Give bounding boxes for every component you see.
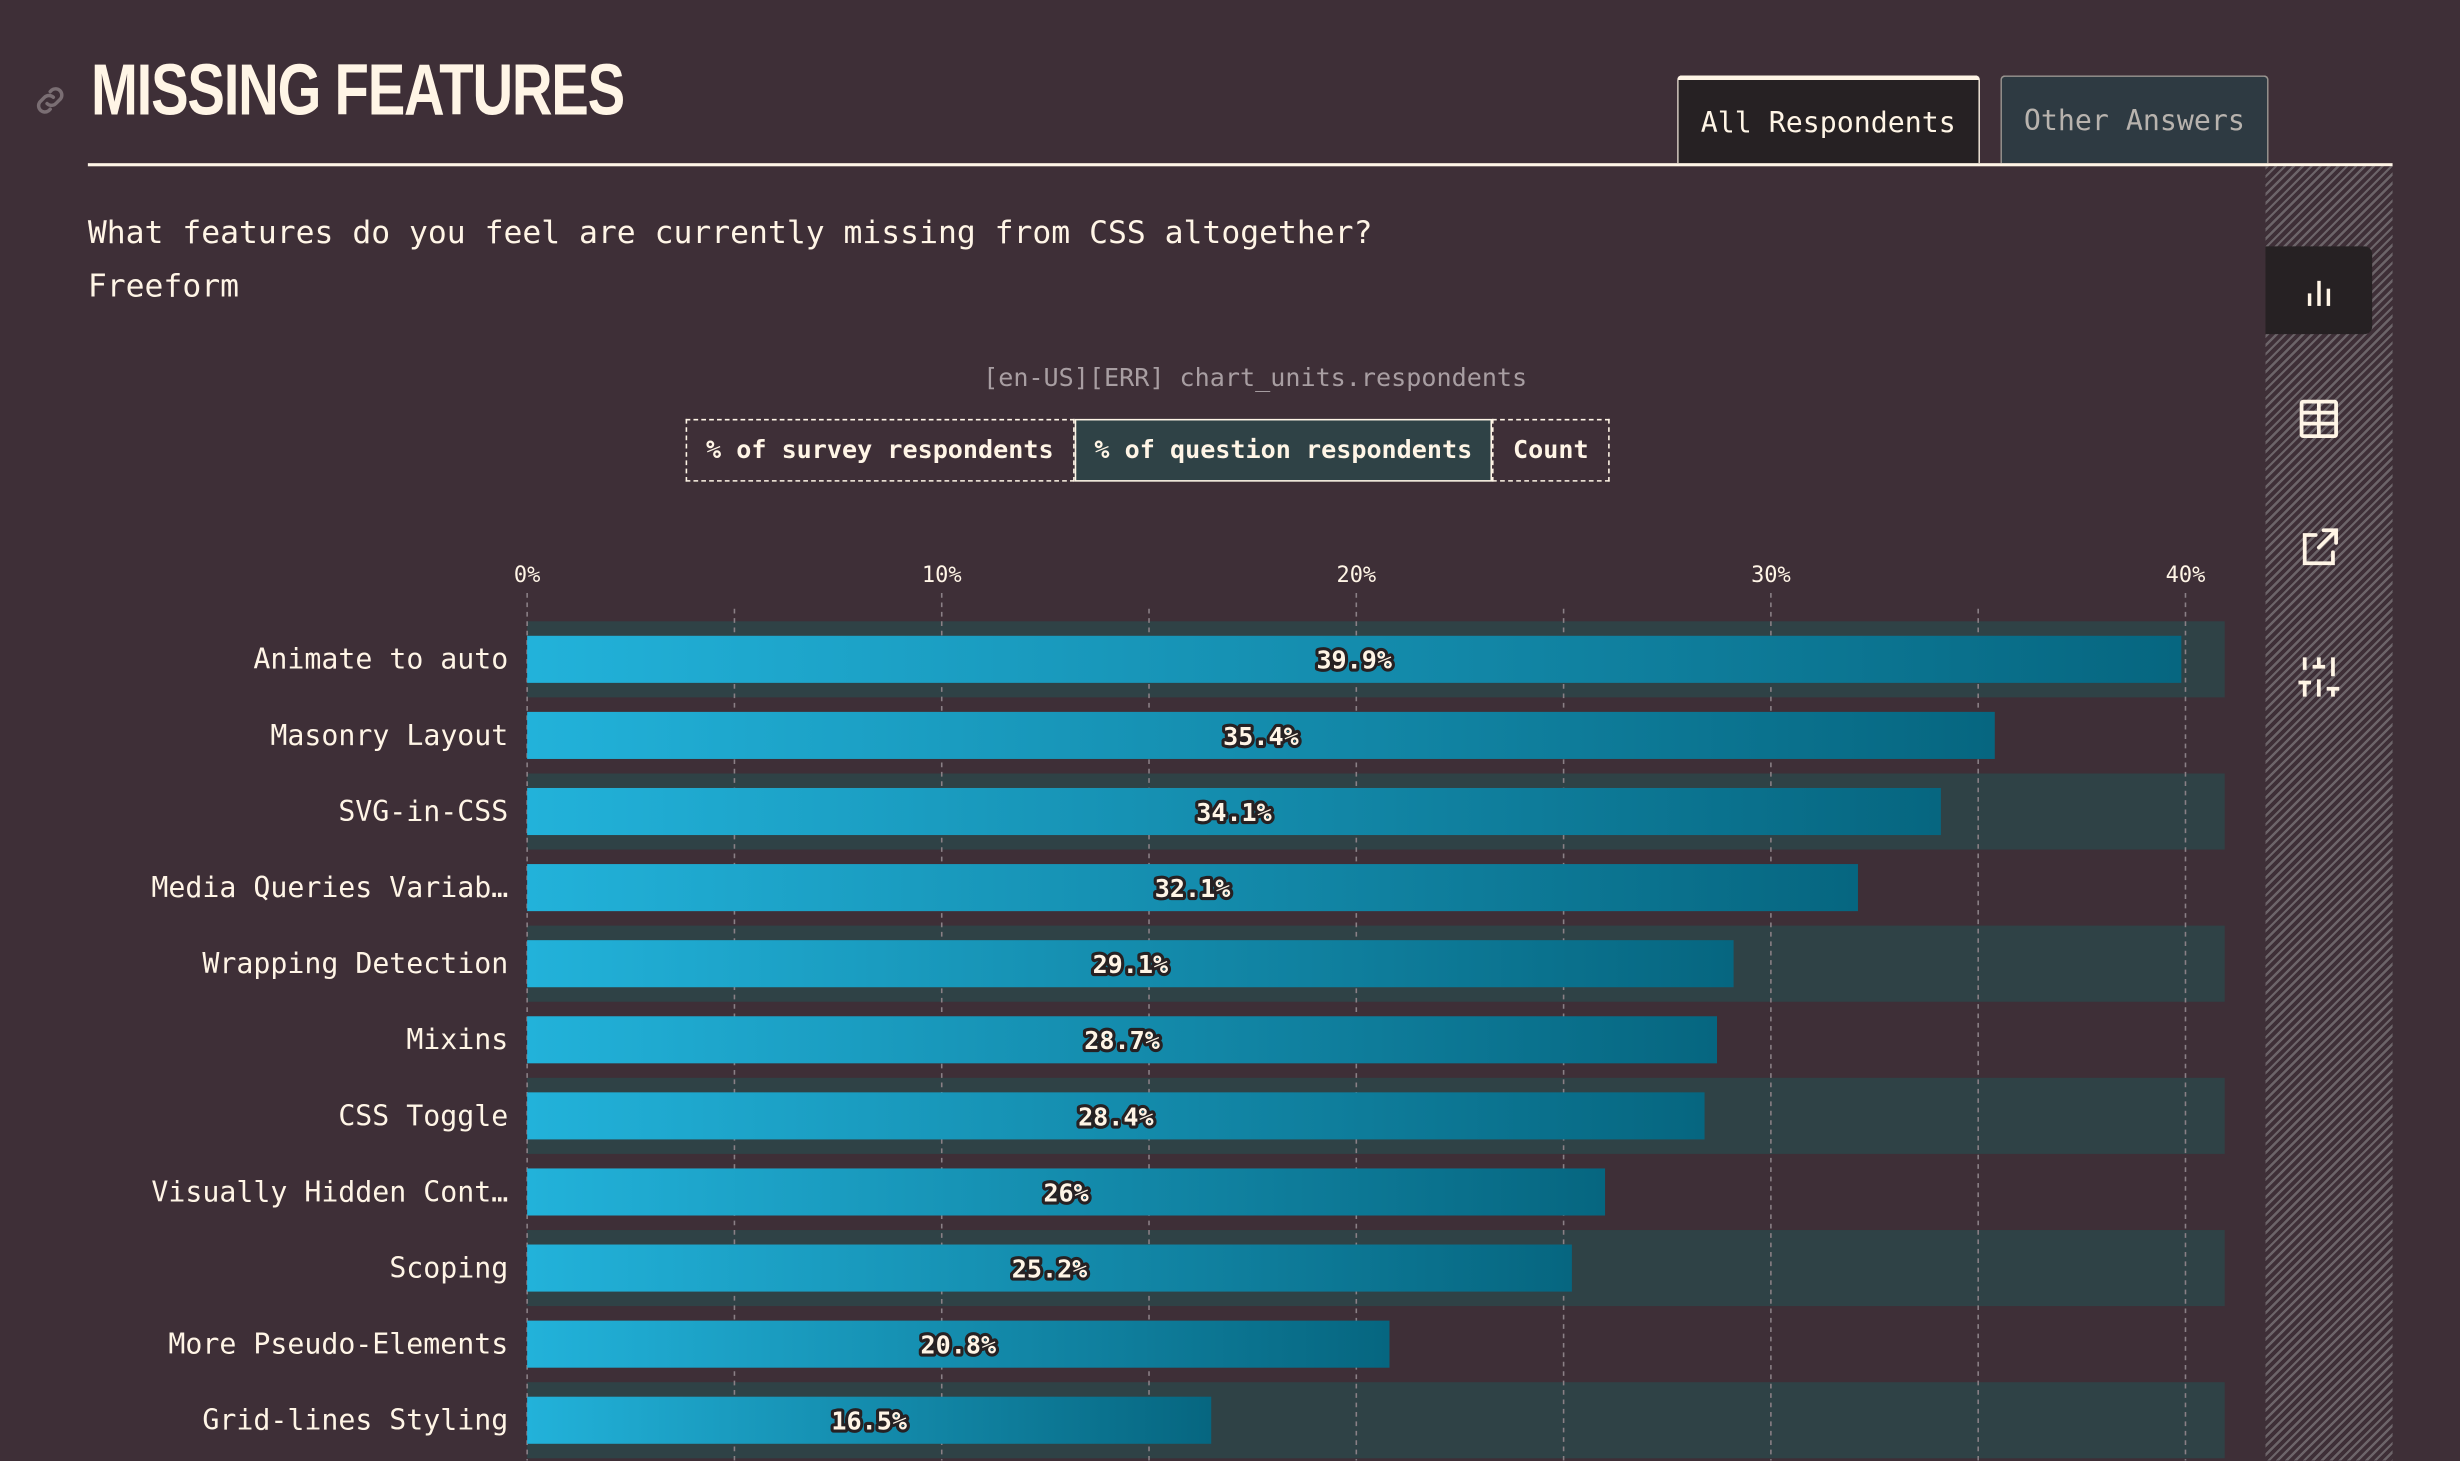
bar[interactable]: [527, 635, 2182, 683]
tab-other-answers[interactable]: Other Answers: [2000, 75, 2269, 164]
tab-all-respondents[interactable]: All Respondents: [1677, 75, 1980, 164]
category-label: CSS Toggle: [338, 1099, 508, 1132]
bar-value-label: 20.8%: [921, 1331, 997, 1360]
x-tick-label: 40%: [2166, 563, 2206, 588]
toggle-count[interactable]: Count: [1492, 418, 1610, 482]
bar-value-label: 25.2%: [1012, 1254, 1088, 1283]
bar[interactable]: [527, 1244, 1572, 1292]
category-label: Wrapping Detection: [202, 947, 508, 980]
bar-value-label: 29.1%: [1093, 950, 1169, 979]
page-title: MISSING FEATURES: [90, 48, 625, 131]
category-label: Animate to auto: [253, 643, 508, 676]
bar[interactable]: [527, 1092, 1705, 1140]
category-label: Media Queries Variab…: [151, 871, 508, 904]
category-label: Visually Hidden Cont…: [151, 1175, 508, 1208]
question-text: What features do you feel are currently …: [87, 213, 1373, 252]
bar-value-label: 26%: [1043, 1178, 1088, 1207]
bar[interactable]: [527, 711, 1995, 759]
bar-value-label: 28.7%: [1084, 1026, 1160, 1055]
x-tick-label: 10%: [922, 563, 962, 588]
table-icon: [2299, 399, 2338, 439]
sliders-icon: [2298, 657, 2340, 697]
unit-toggle: % of survey respondents % of question re…: [685, 418, 1610, 482]
x-tick-label: 30%: [1751, 563, 1791, 588]
bar-value-label: 39.9%: [1316, 646, 1392, 675]
category-label: SVG-in-CSS: [338, 795, 508, 828]
toggle-question-respondents[interactable]: % of question respondents: [1074, 418, 1493, 482]
question-type: Freeform: [87, 266, 239, 305]
x-tick-label: 0%: [514, 563, 540, 588]
bar[interactable]: [527, 787, 1941, 836]
header-divider: [87, 163, 2393, 167]
toggle-survey-respondents[interactable]: % of survey respondents: [685, 418, 1075, 482]
share-button[interactable]: [2265, 504, 2372, 592]
category-label: Mixins: [406, 1023, 508, 1056]
bar-value-label: 28.4%: [1078, 1102, 1154, 1131]
bar[interactable]: [527, 1396, 1212, 1444]
bar-value-label: 34.1%: [1196, 798, 1272, 827]
table-view-button[interactable]: [2265, 375, 2372, 463]
bar-value-label: 32.1%: [1155, 874, 1231, 903]
bar[interactable]: [527, 864, 1858, 912]
link-icon[interactable]: [31, 82, 69, 120]
category-label: Masonry Layout: [270, 719, 508, 752]
category-label: Scoping: [389, 1251, 508, 1284]
chart-view-button[interactable]: [2265, 246, 2373, 335]
share-icon: [2302, 528, 2338, 566]
bar[interactable]: [527, 940, 1734, 988]
bar[interactable]: [527, 1320, 1390, 1368]
bar-value-label: 16.5%: [831, 1407, 907, 1436]
units-label: [en-US][ERR] chart_units.respondents: [983, 362, 1528, 393]
category-label: Grid-lines Styling: [202, 1404, 508, 1437]
bar[interactable]: [527, 1016, 1718, 1064]
bar-chart-icon: [2307, 280, 2331, 306]
bar-value-label: 35.4%: [1223, 722, 1299, 751]
x-tick-label: 20%: [1336, 563, 1376, 588]
chart-sidebar: [2265, 166, 2393, 1461]
category-label: More Pseudo-Elements: [168, 1328, 508, 1361]
customize-button[interactable]: [2265, 632, 2372, 720]
bar[interactable]: [527, 1168, 1606, 1216]
